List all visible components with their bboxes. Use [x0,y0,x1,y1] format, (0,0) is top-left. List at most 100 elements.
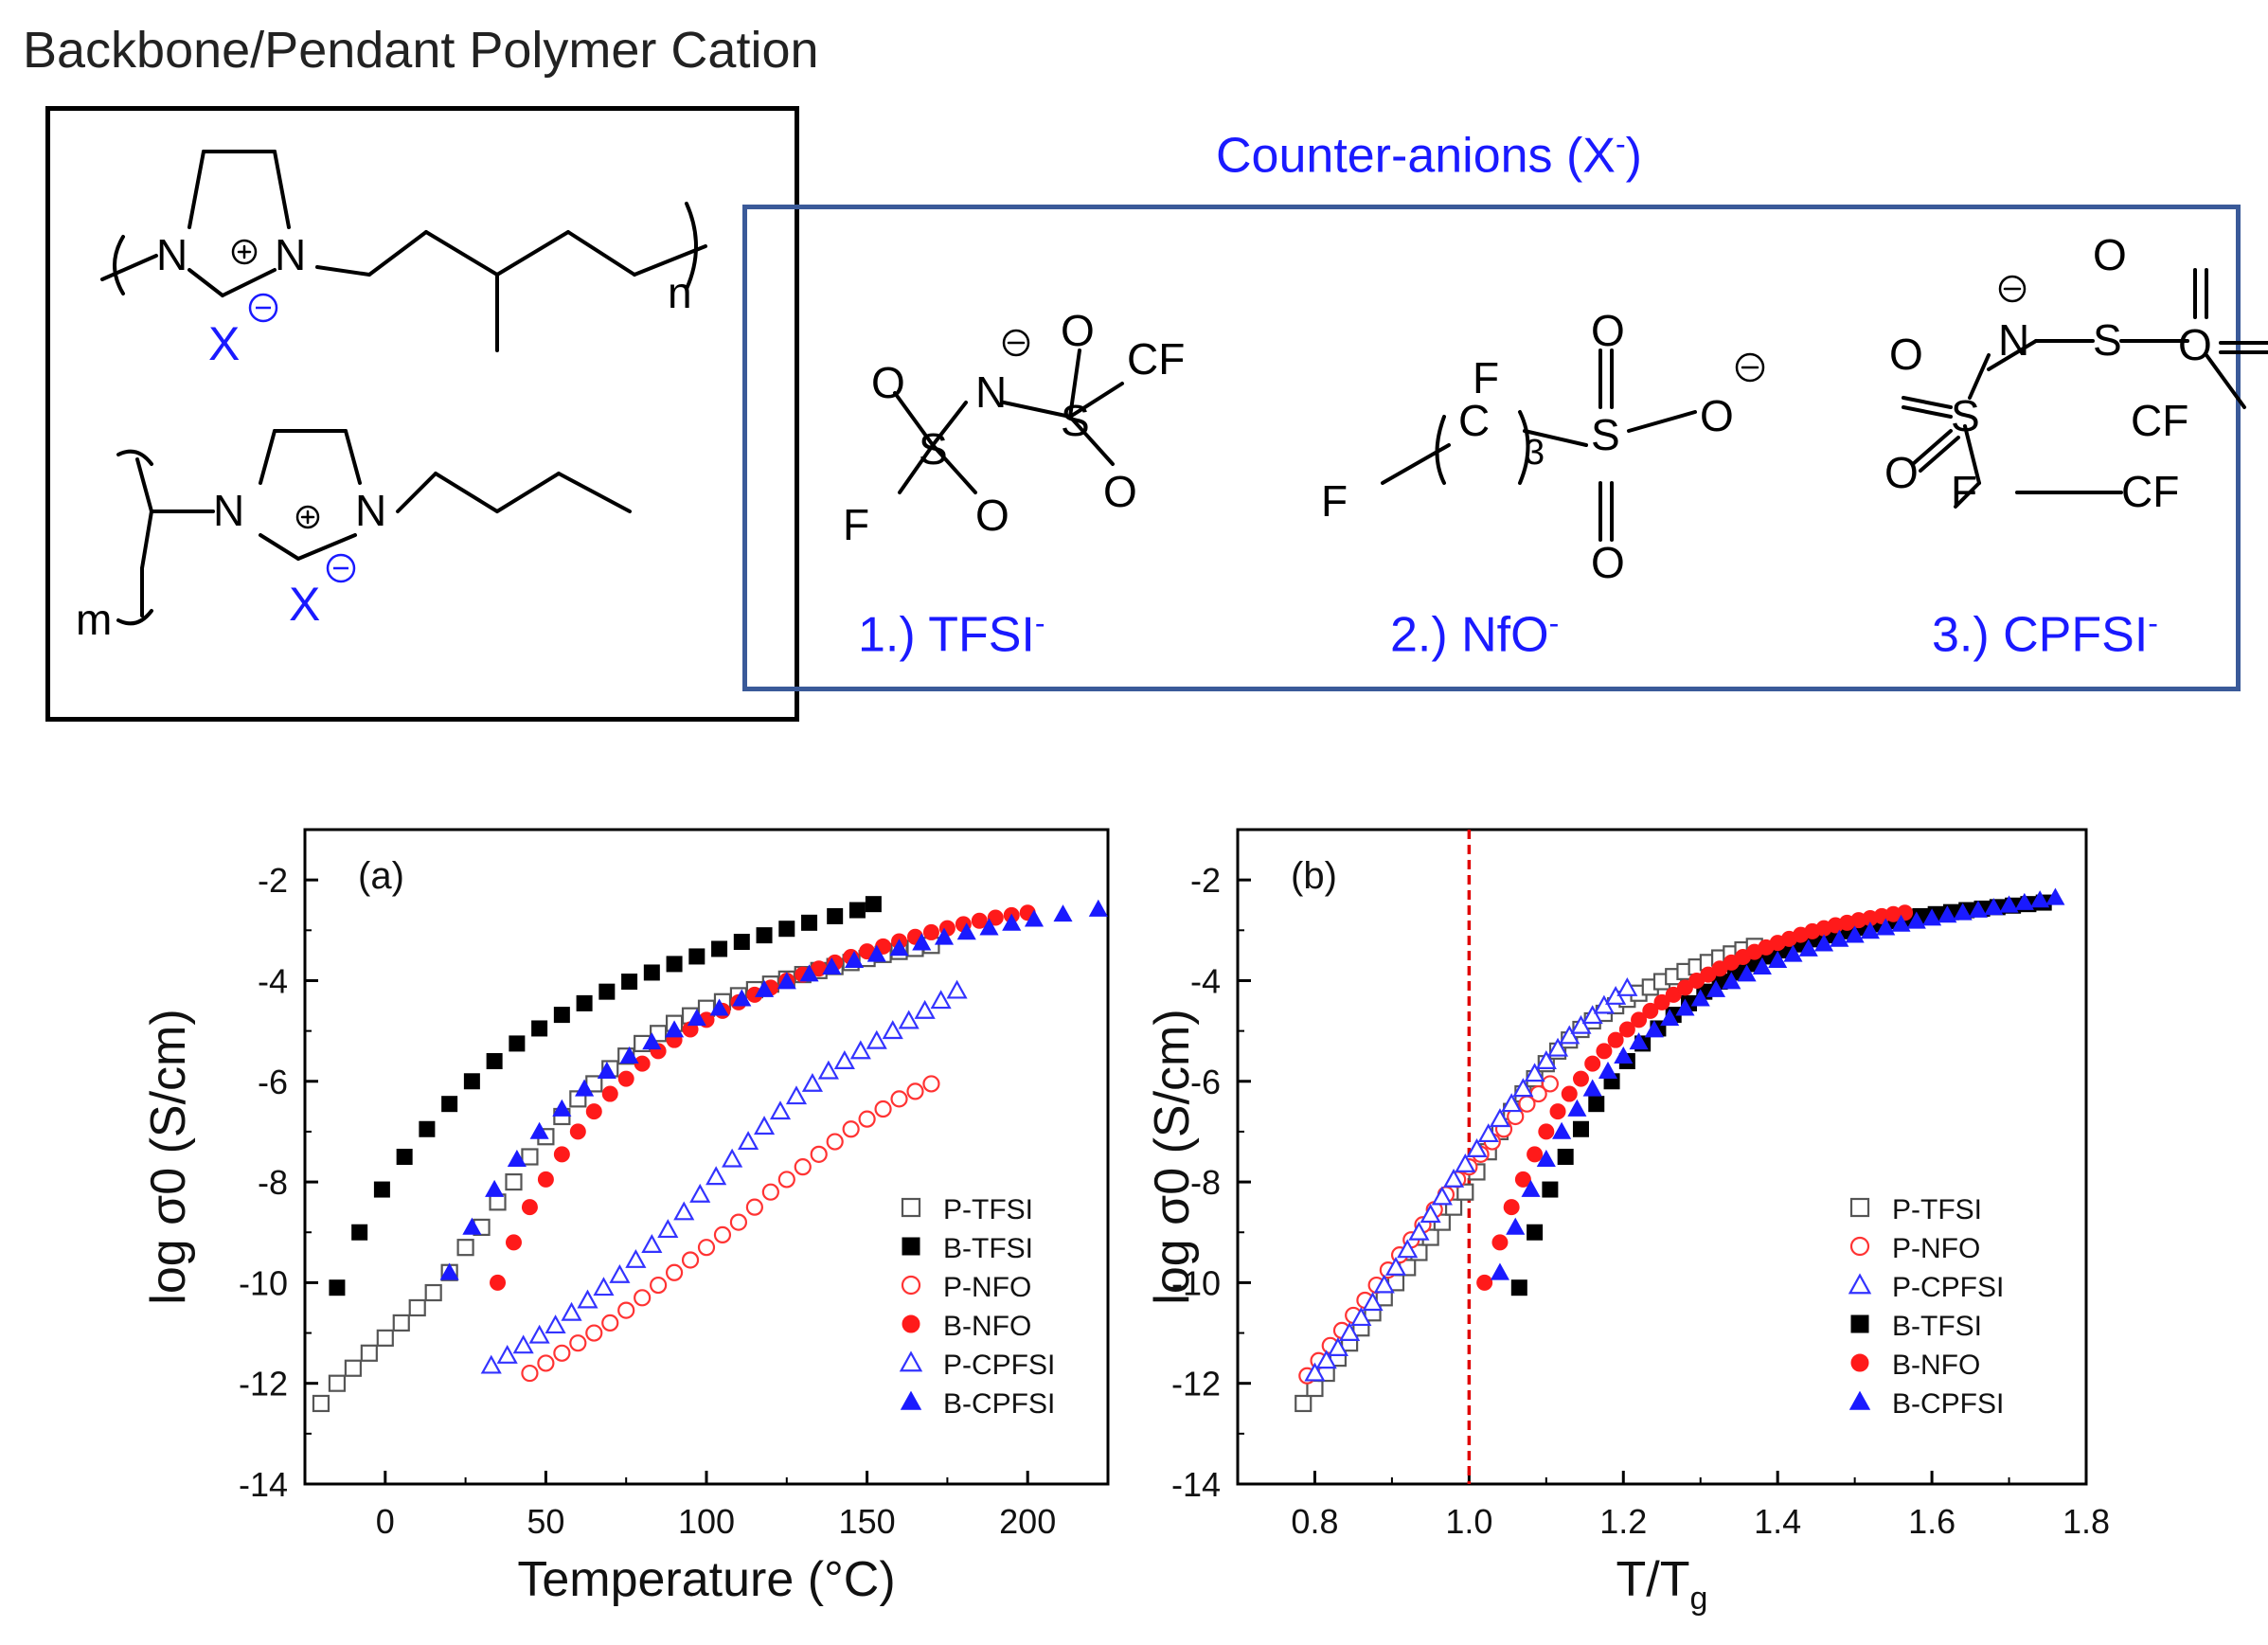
chart-b-point-b-nfo [1514,1171,1531,1188]
chart-a-point-b-nfo [505,1234,522,1251]
chart-b-point-b-cpfsi [1968,900,1989,918]
chart-a-point-p-cpfsi [689,1183,711,1203]
chart-a-legend-marker-b-cpfsi [900,1390,922,1410]
chem-subscript-m: m [76,595,112,644]
chart-a-point-b-cpfsi [934,927,955,945]
chart-b-legend-marker-p-tfsi [1849,1197,1870,1218]
chart-b-panel-label: (b) [1291,855,1337,897]
chart-a-legend-label-b-tfsi: B-TFSI [943,1233,1033,1264]
chart-b-point-p-tfsi [1295,1394,1313,1413]
chart-b-ytick-label: -8 [1190,1163,1221,1202]
chart-b-x-axis-label-sub: g [1690,1581,1708,1617]
chart-b-ytick-label: -14 [1171,1465,1221,1504]
chem-nfo-three: 3 [1525,433,1545,473]
chart-a-point-b-cpfsi [1053,904,1073,922]
chart-a-point-b-cpfsi [1088,899,1108,917]
anion-label-cpfsi: 3.) CPFSI- [1932,606,2158,663]
chart-a-point-p-cpfsi [609,1263,631,1283]
chart-b-point-b-tfsi [1542,1181,1559,1198]
chem-cpfsi-cf2a: CF [2131,396,2188,445]
chart-a-point-b-tfsi [531,1020,548,1037]
chem-cpfsi-s2: S [1951,391,1980,440]
chart-b-point-p-nfo [1541,1075,1559,1093]
chart-b-series-b-nfo [1476,904,1914,1291]
chart-a-point-b-tfsi [598,983,616,1000]
chart-b-point-b-nfo [1572,1070,1589,1087]
chem-nfo-o2: O [1591,538,1625,587]
chart-a-point-b-cpfsi [822,957,842,974]
chem-cpfsi-cf2b: CF [2121,467,2179,516]
chart-a-xtick-label: 200 [999,1502,1056,1541]
chart-b-point-b-cpfsi [1814,934,1834,952]
chart-a-point-b-cpfsi [575,1079,595,1097]
chart-b-point-b-cpfsi [2045,887,2065,905]
chart-b-point-b-cpfsi [1798,939,1818,957]
chart-b-legend-label-p-tfsi: P-TFSI [1892,1194,1982,1225]
chart-a-legend-marker-p-tfsi [901,1197,921,1218]
chart-b-point-b-cpfsi [1614,1046,1634,1064]
chart-a-point-b-cpfsi [1024,909,1045,927]
chart-b-point-b-cpfsi [1705,979,1726,997]
chem-nfo-f3c: F [1321,476,1348,526]
chart-b-legend-marker-b-nfo [1850,1353,1869,1372]
chart-a-point-p-cpfsi [545,1314,566,1334]
chem-tfsi-o2: O [975,491,1009,540]
chemical-structures: N N n N N m N O S O O S O CF F C F 3 S O… [76,150,2268,644]
chart-b-point-b-cpfsi [2014,892,2034,910]
chart-a-point-p-cpfsi [496,1344,518,1364]
chart-a-point-b-tfsi [576,994,593,1011]
chart-a-legend-marker-b-nfo [902,1314,920,1333]
chart-b-series-p-cpfsi [1304,976,1638,1382]
chem-tfsi-n: N [975,367,1007,417]
chart-b-point-b-nfo [1607,1031,1624,1048]
chart-a-point-p-tfsi [456,1239,474,1257]
chart-a-point-p-cpfsi [641,1234,663,1253]
chart-a-point-b-cpfsi [439,1262,459,1280]
chart-a-point-p-tfsi [505,1172,523,1191]
chart-b-point-p-tfsi [1456,1183,1474,1201]
chart-b-point-b-tfsi [1588,1096,1605,1113]
chart-a-series-b-tfsi [329,896,882,1296]
chart-a-point-b-nfo [617,1070,634,1087]
chart-b-point-p-cpfsi [1616,976,1638,996]
chart-b-plot-frame [1236,828,2088,1486]
chart-b-point-p-cpfsi [1489,1108,1511,1128]
chart-a-point-b-nfo [987,909,1004,926]
chart-b-xtick-label: 1.2 [1599,1502,1647,1541]
chart-b-point-b-nfo [1561,1085,1578,1102]
chart-a-point-p-tfsi [408,1298,426,1317]
chart-a-point-p-cpfsi [930,990,952,1010]
chem-cpfsi-o1: O [2093,230,2127,279]
chart-a-point-b-cpfsi [889,939,909,957]
chart-b-point-p-cpfsi [1327,1337,1348,1356]
chart-a-point-b-tfsi [733,934,750,951]
chart-a-point-p-cpfsi [946,979,968,999]
chart-a-point-b-cpfsi [462,1217,482,1235]
chart-b-xtick-label: 1.0 [1445,1502,1492,1541]
chart-b-point-p-cpfsi [1443,1168,1465,1188]
chart-b-point-b-nfo [1653,993,1670,1010]
chart-a-point-p-nfo [729,1213,748,1231]
chart-a-point-p-tfsi [360,1344,378,1362]
chart-a-point-p-nfo [761,1183,779,1201]
chart-b-x-axis-label: T/Tg [1616,1552,1708,1617]
chart-b-point-b-cpfsi [1953,903,1973,921]
chart-b-ytick-label: -12 [1171,1365,1221,1404]
chart-b-point-p-cpfsi [1512,1078,1534,1098]
chart-b-legend-label-b-cpfsi: B-CPFSI [1892,1388,2004,1420]
chart-a-point-p-cpfsi [593,1277,615,1296]
chart-a-point-p-cpfsi [512,1334,534,1354]
chem-tfsi-o4: O [1103,467,1137,516]
chem-nfo-f2: F [1473,353,1499,402]
chart-b-point-b-nfo [1618,1021,1635,1038]
chart-a-ytick-label: -14 [239,1465,288,1504]
chart-a-point-p-cpfsi [480,1354,502,1374]
chart-a-point-p-tfsi [392,1314,410,1332]
chart-a-point-p-nfo [858,1110,876,1128]
chart-a-point-p-cpfsi [528,1324,550,1344]
chem-cpfsi-f2c: F [1951,467,1977,516]
chart-a-point-p-nfo [569,1334,587,1352]
chem-cpfsi-n: N [1998,315,2029,365]
chem-tfsi-s2: S [1061,396,1090,445]
